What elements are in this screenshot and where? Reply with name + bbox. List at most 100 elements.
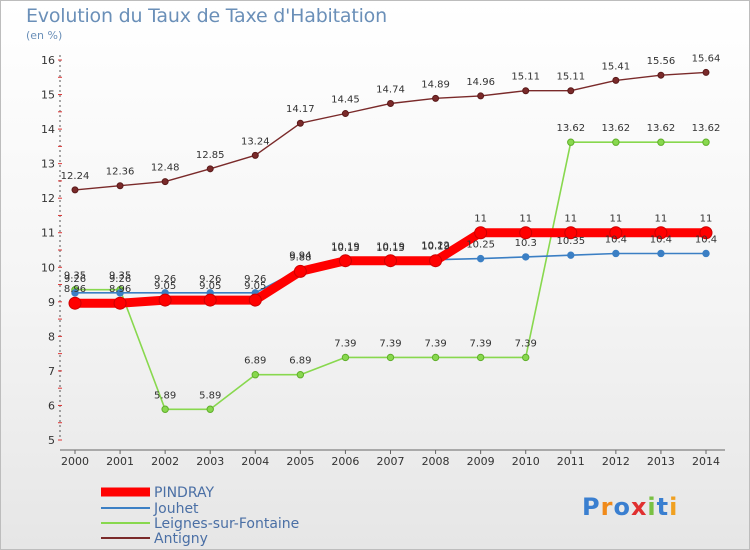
data-label: 14.89 bbox=[421, 79, 450, 90]
logo-letter: P bbox=[582, 493, 601, 521]
series-layer bbox=[68, 68, 713, 413]
logo-letter: o bbox=[613, 493, 631, 521]
data-label: 9.26 bbox=[154, 274, 176, 285]
data-label: 8.96 bbox=[109, 284, 131, 295]
chart-subtitle: (en %) bbox=[26, 29, 63, 42]
data-point bbox=[158, 293, 172, 307]
y-tick-label: 9 bbox=[48, 296, 55, 309]
data-label: 10.4 bbox=[650, 234, 672, 245]
data-point bbox=[341, 353, 350, 362]
x-tick-label: 2013 bbox=[647, 455, 675, 468]
data-label: 5.89 bbox=[199, 390, 221, 401]
data-label: 7.39 bbox=[515, 338, 537, 349]
data-point bbox=[206, 165, 214, 173]
data-point bbox=[522, 253, 530, 261]
data-point bbox=[567, 251, 575, 259]
data-point bbox=[564, 226, 578, 240]
data-label: 10.4 bbox=[695, 234, 717, 245]
data-point bbox=[296, 371, 305, 379]
data-point bbox=[702, 138, 710, 146]
data-label: 9.88 bbox=[289, 252, 311, 263]
data-point bbox=[432, 94, 440, 102]
data-label: 9.35 bbox=[109, 271, 131, 282]
data-label: 13.62 bbox=[647, 123, 676, 134]
chart-title: Evolution du Taux de Taxe d'Habitation bbox=[26, 5, 387, 27]
data-label: 11 bbox=[700, 214, 713, 225]
data-label: 14.45 bbox=[331, 95, 360, 106]
data-point bbox=[71, 289, 79, 297]
data-label: 15.64 bbox=[692, 53, 721, 64]
data-point bbox=[612, 249, 620, 258]
svg-text:Proxiti: Proxiti bbox=[582, 493, 678, 521]
data-label: 9.05 bbox=[154, 281, 176, 292]
data-point bbox=[113, 296, 127, 310]
data-point bbox=[522, 353, 530, 362]
x-tick-label: 2011 bbox=[557, 455, 585, 468]
data-label: 7.39 bbox=[334, 338, 356, 349]
data-point bbox=[338, 254, 352, 268]
data-point bbox=[206, 405, 214, 413]
data-label: 11 bbox=[519, 214, 532, 225]
data-label: 9.35 bbox=[64, 271, 86, 282]
data-label: 11 bbox=[474, 214, 487, 225]
x-tick-label: 2009 bbox=[467, 455, 495, 468]
data-label: 11 bbox=[655, 214, 668, 225]
data-label: 10.35 bbox=[556, 236, 585, 247]
legend-label: Jouhet bbox=[153, 501, 199, 517]
data-point bbox=[609, 226, 623, 240]
y-tick-label: 8 bbox=[48, 330, 55, 343]
x-tick-label: 2000 bbox=[61, 455, 89, 468]
data-label: 15.56 bbox=[647, 56, 676, 67]
data-label: 14.17 bbox=[286, 104, 315, 115]
data-point bbox=[654, 226, 668, 240]
data-label: 13.62 bbox=[556, 123, 585, 134]
data-label: 9.26 bbox=[109, 274, 131, 285]
data-point bbox=[431, 353, 440, 362]
axes: 5 6 7 8 9 10 11 12 13 14 15 16 2000 2001 2002 2003 2004 2… bbox=[41, 54, 725, 468]
data-point bbox=[567, 138, 575, 146]
y-tick-label: 11 bbox=[41, 227, 55, 240]
data-label: 9.26 bbox=[199, 274, 221, 285]
data-label: 7.39 bbox=[470, 338, 492, 349]
data-point bbox=[567, 87, 575, 95]
data-point bbox=[341, 110, 349, 118]
data-point bbox=[612, 76, 620, 84]
data-point bbox=[657, 138, 665, 146]
data-point bbox=[387, 100, 394, 108]
x-tick-label: 2007 bbox=[377, 455, 405, 468]
x-tick-label: 2010 bbox=[512, 455, 540, 468]
x-tick-label: 2012 bbox=[602, 455, 630, 468]
y-tick-label: 13 bbox=[41, 158, 55, 171]
data-point bbox=[476, 353, 485, 362]
logo-letter: t bbox=[657, 493, 669, 521]
y-tick-label: 14 bbox=[41, 123, 55, 136]
data-label: 14.74 bbox=[376, 85, 405, 96]
data-point bbox=[68, 296, 82, 310]
data-point bbox=[702, 249, 710, 258]
data-label: 10.3 bbox=[515, 238, 537, 249]
data-label: 13.24 bbox=[241, 136, 270, 147]
x-tick-label: 2014 bbox=[692, 455, 720, 468]
y-tick-label: 16 bbox=[41, 54, 55, 67]
data-label: 9.26 bbox=[244, 274, 266, 285]
data-label: 12.24 bbox=[61, 171, 90, 182]
data-point bbox=[203, 293, 217, 307]
data-label: 9.94 bbox=[289, 250, 311, 261]
data-point bbox=[612, 138, 620, 146]
data-point bbox=[476, 254, 485, 263]
data-point bbox=[477, 92, 485, 100]
data-label: 10.19 bbox=[376, 242, 405, 253]
data-label: 13.62 bbox=[692, 123, 721, 134]
proxiti-logo: Proxiti bbox=[582, 493, 678, 521]
data-point bbox=[519, 226, 533, 240]
data-label: 14.96 bbox=[466, 77, 495, 88]
data-point bbox=[293, 264, 307, 278]
data-label: 11 bbox=[564, 214, 577, 225]
logo-letter: x bbox=[631, 493, 647, 521]
logo-letter: r bbox=[601, 493, 614, 521]
y-tick-label: 15 bbox=[41, 89, 55, 102]
data-point bbox=[657, 249, 665, 258]
